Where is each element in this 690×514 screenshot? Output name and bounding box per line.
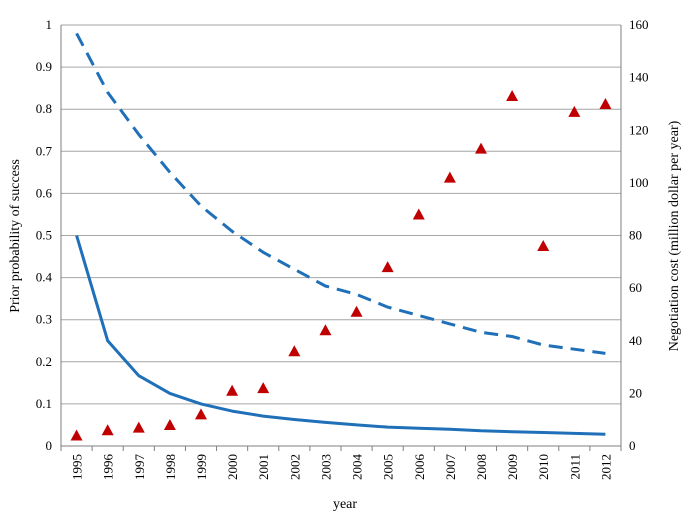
- y-tick-label: 0.5: [36, 228, 52, 243]
- y-tick-label: 0.4: [36, 270, 53, 285]
- triangle-point: [70, 429, 83, 441]
- y-tick-label: 1: [46, 17, 53, 32]
- y2-tick-label: 0: [629, 438, 636, 453]
- x-tick-label: 1997: [132, 454, 147, 481]
- x-tick-label: 2001: [256, 454, 271, 480]
- x-tick-label: 1999: [194, 454, 209, 480]
- y-tick-label: 0: [46, 438, 53, 453]
- y2-axis-title: Negotiation cost (million dollar per yea…: [667, 120, 682, 351]
- x-tick-label: 1995: [70, 454, 85, 480]
- x-tick-label: 2007: [443, 454, 458, 481]
- y2-tick-label: 80: [629, 228, 642, 243]
- y2-tick-label: 60: [629, 280, 642, 295]
- y-tick-label: 0.3: [36, 312, 52, 327]
- triangle-point: [350, 305, 363, 317]
- y-tick-label: 0.9: [36, 59, 52, 74]
- x-tick-label: 2008: [474, 454, 489, 480]
- triangle-point: [319, 324, 332, 336]
- triangle-point: [257, 382, 270, 394]
- triangle-point: [506, 90, 519, 102]
- triangle-point: [412, 208, 425, 220]
- x-tick-label: 1998: [163, 454, 178, 480]
- triangle-point: [599, 97, 612, 109]
- triangle-point: [132, 421, 145, 433]
- y-tick-label: 0.2: [36, 354, 52, 369]
- axes: [60, 25, 622, 451]
- y2-tick-label: 100: [629, 175, 649, 190]
- triangle-point: [163, 418, 176, 430]
- y2-tick-label: 40: [629, 333, 642, 348]
- y-tick-label: 0.6: [36, 185, 53, 200]
- y-axis-title: Prior probability of success: [8, 159, 23, 313]
- y2-tick-label: 20: [629, 385, 642, 400]
- dashed-series-line: [75, 32, 606, 355]
- triangle-point: [443, 171, 456, 183]
- y2-tick-label: 140: [629, 70, 649, 85]
- triangle-point: [288, 345, 301, 357]
- gridlines: [61, 24, 621, 405]
- x-tick-label: 2012: [598, 454, 613, 480]
- triangle-point: [226, 384, 239, 396]
- x-tick-label: 2010: [536, 454, 551, 480]
- triangle-point: [568, 105, 581, 117]
- x-tick-label: 2005: [381, 454, 396, 480]
- x-axis-title: year: [333, 497, 357, 512]
- y-tick-label: 0.7: [36, 143, 53, 158]
- triangle-point: [475, 142, 487, 154]
- x-tick-label: 2006: [412, 454, 427, 481]
- series-layer: [70, 32, 612, 441]
- x-tick-label: 2000: [225, 454, 240, 480]
- triangle-point: [195, 408, 207, 420]
- solid-series-line: [75, 235, 606, 436]
- y2-tick-label: 120: [629, 122, 649, 137]
- y2-tick-label: 160: [629, 17, 649, 32]
- x-tick-label: 1996: [101, 454, 116, 481]
- triangle-point: [537, 240, 550, 252]
- y-tick-label: 0.1: [36, 396, 52, 411]
- triangle-point: [101, 424, 114, 436]
- y-tick-label: 0.8: [36, 101, 52, 116]
- x-tick-label: 2002: [287, 454, 302, 480]
- x-tick-label: 2004: [350, 454, 365, 481]
- x-tick-label: 2011: [567, 454, 582, 480]
- x-tick-label: 2003: [318, 454, 333, 480]
- triangle-point: [381, 261, 394, 273]
- tick-labels: 0 0.1 0.2 0.3 0.4 0.5 0.6 0.7 0.8 0.9 1 0 20 40 60 80 10…: [36, 17, 649, 480]
- x-tick-label: 2009: [505, 454, 520, 480]
